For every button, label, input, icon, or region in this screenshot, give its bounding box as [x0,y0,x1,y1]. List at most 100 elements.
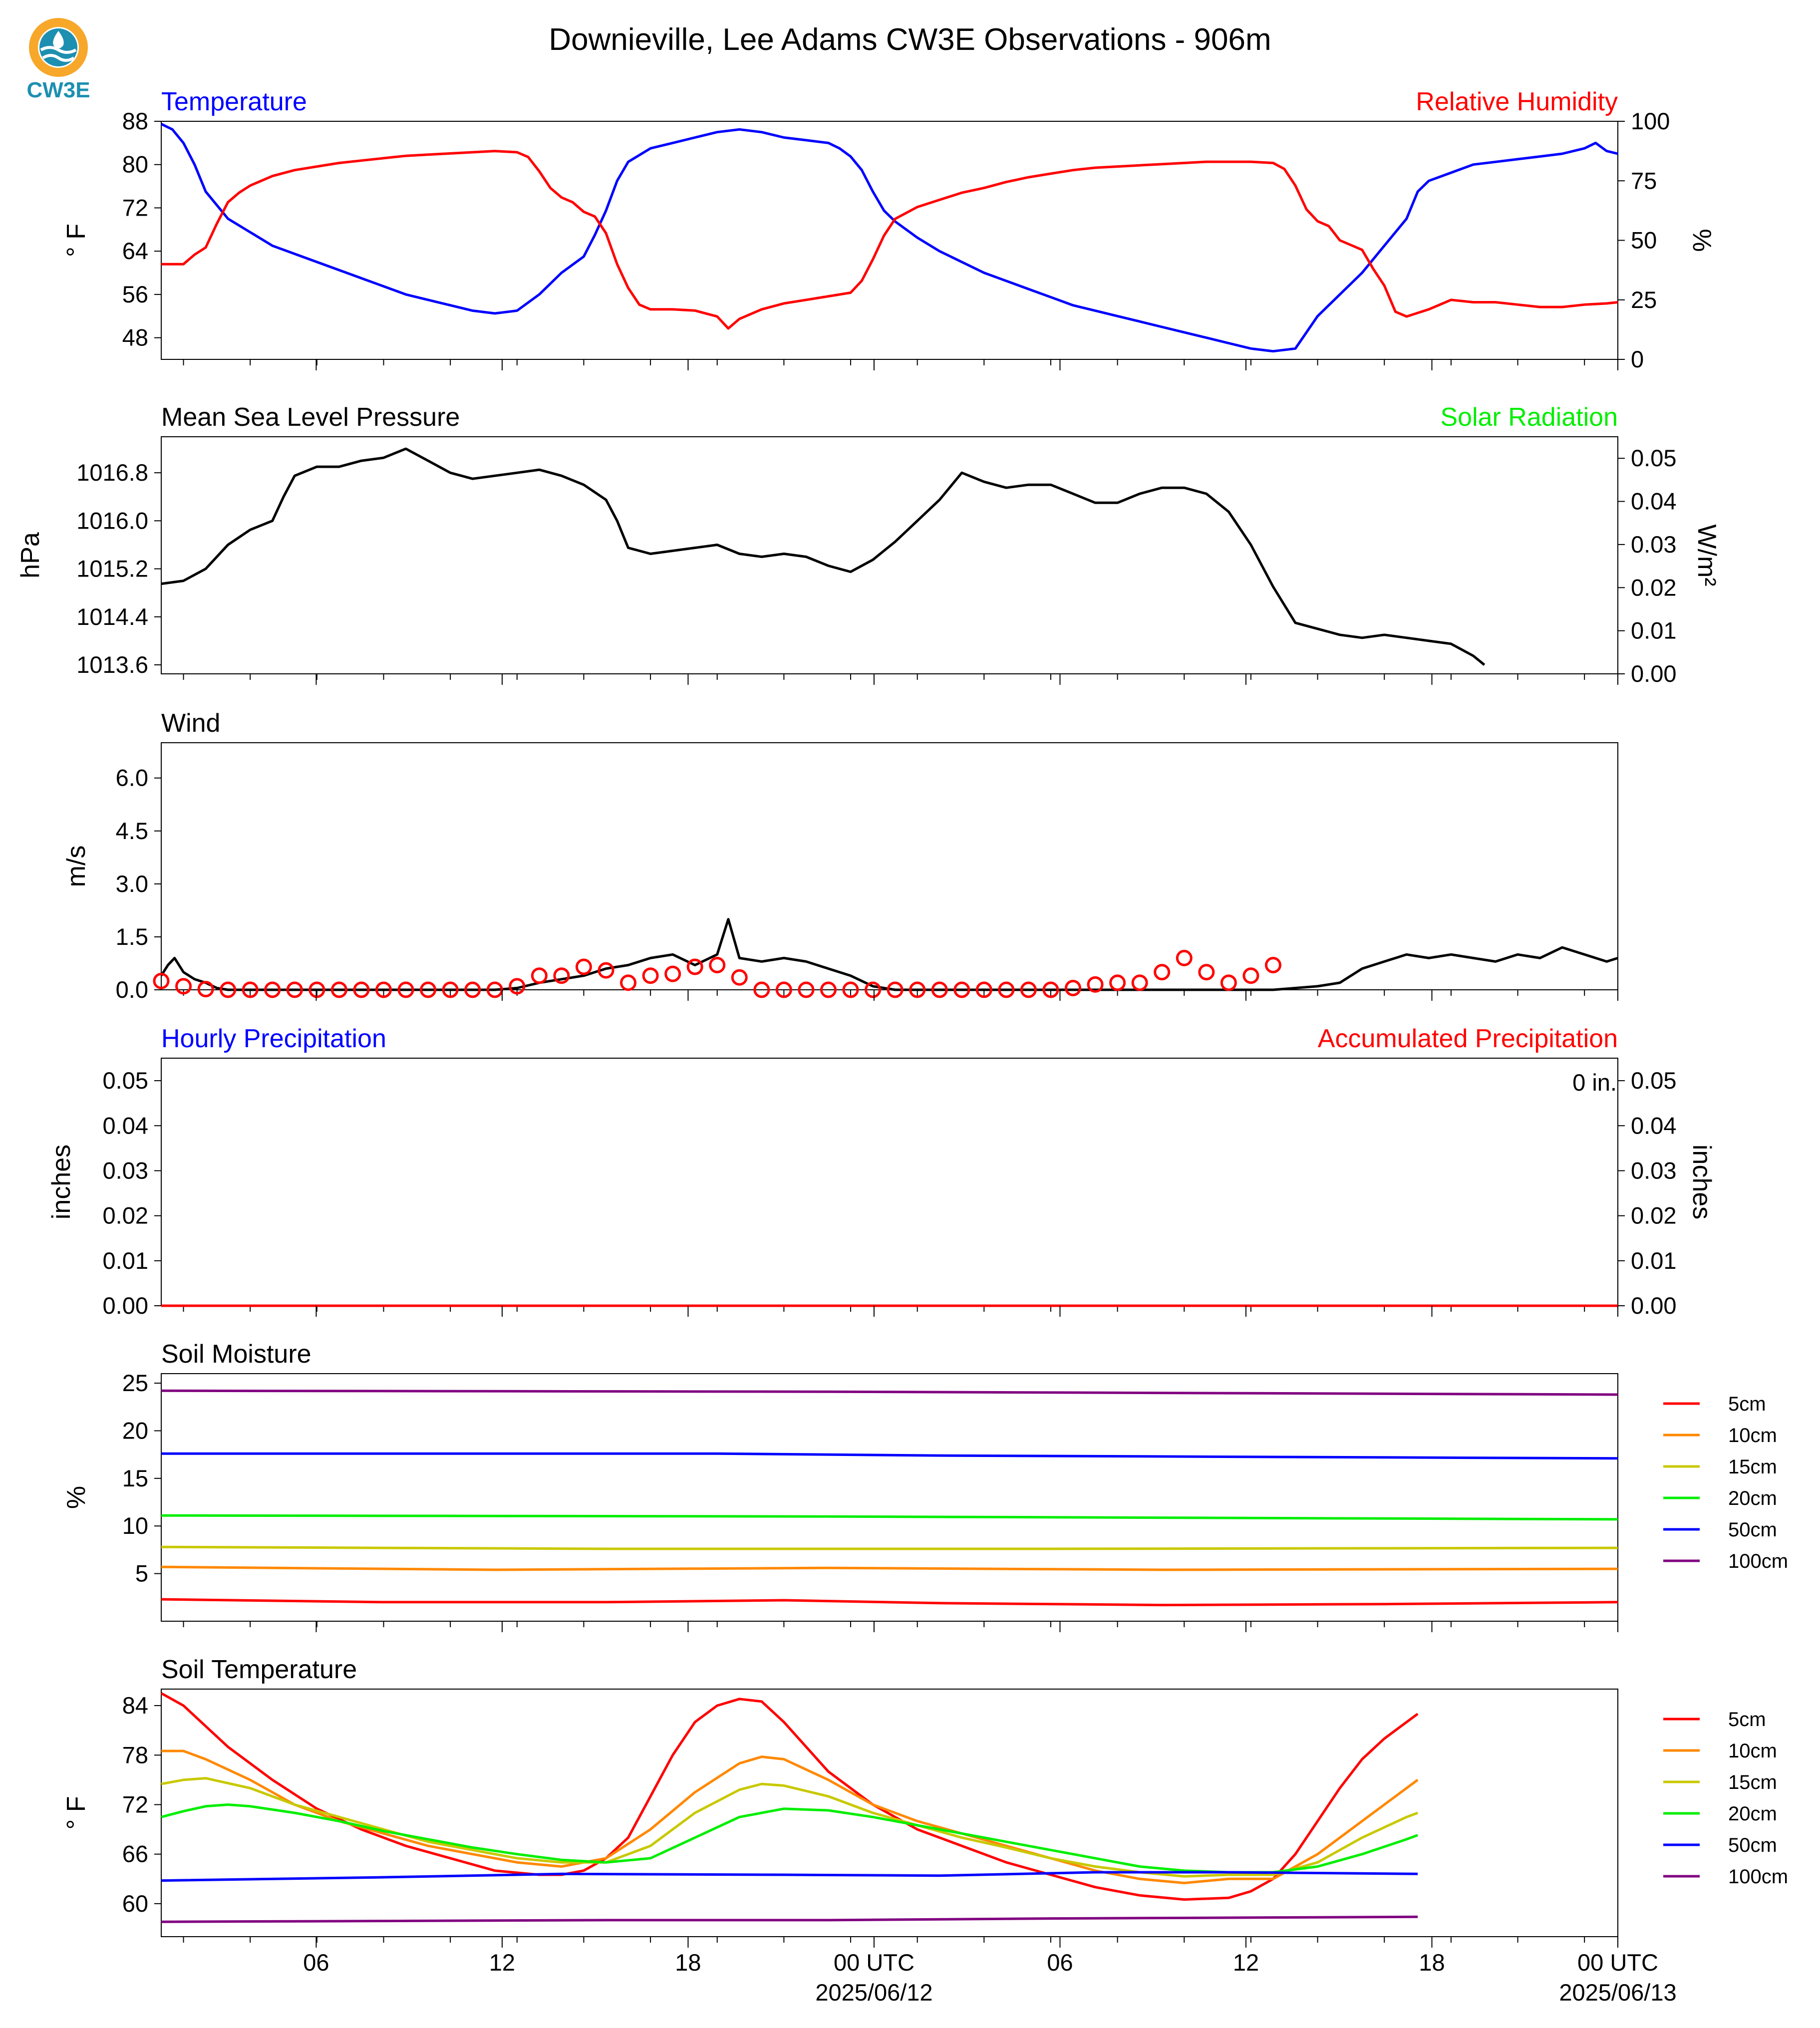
series-marker-hourly-mean-wind [664,965,681,982]
y-tick-label: 3.0 [116,870,148,897]
x-date-label: 2025/06/12 [815,1979,932,2006]
y-tick-label-right: 0.00 [1631,1292,1676,1319]
series-marker-hourly-mean-wind [775,981,792,998]
y-tick-label-right: 0.00 [1631,660,1676,687]
series-marker-hourly-mean-wind [709,957,726,973]
series-marker-hourly-mean-wind [1131,974,1148,991]
series-marker-hourly-mean-wind [1198,964,1215,981]
series-marker-hourly-mean-wind [865,981,882,998]
series-marker-hourly-mean-wind [642,967,659,984]
y-tick-label: 6.0 [116,765,148,791]
panel-wind: Wind 0.0 1.5 3.0 4.5 6.0 m/s [62,709,1618,1003]
series-marker-hourly-mean-wind [1087,976,1104,993]
series-marker-hourly-mean-wind [464,981,481,998]
series-line-100cm [161,1389,1618,1396]
y-tick-label: 72 [122,1791,148,1817]
series-marker-hourly-mean-wind [1109,974,1126,991]
series-marker-hourly-mean-wind [909,981,926,998]
series-marker-hourly-mean-wind [397,981,414,998]
legend-label: 10cm [1728,1740,1777,1762]
series-line-wind-speed [160,918,1618,991]
y-tick-label-right: 100 [1631,108,1670,134]
y-tick-label: 25 [122,1370,148,1396]
series-marker-hourly-mean-wind [242,981,259,998]
series-line-15cm [161,1777,1418,1878]
y-tick-label: 66 [122,1841,148,1867]
series-line-5cm [161,1598,1618,1607]
y-tick-label-right: 0.04 [1631,1112,1676,1139]
cw3e-logo: CW3E [26,18,90,102]
y-tick-label: 1015.2 [76,556,148,582]
x-tick-label: 06 [1047,1949,1073,1976]
series-marker-hourly-mean-wind [330,981,347,998]
series-marker-hourly-mean-wind [1154,964,1171,981]
y-axis-label: inches [47,1145,76,1219]
series-marker-hourly-mean-wind [442,981,459,998]
y-tick-label: 0.03 [103,1157,148,1183]
panel-precipitation: Hourly Precipitation Accumulated Precipit… [47,1024,1716,1319]
y-axis-label: m/s [62,846,91,887]
series-line-15cm [161,1545,1618,1550]
panel-title-left: Mean Sea Level Pressure [161,403,460,432]
series-marker-hourly-mean-wind [153,972,170,989]
y-axis-label-right: W/m² [1692,524,1721,586]
legend-label: 5cm [1728,1393,1766,1415]
y-tick-label-right: 0.04 [1631,488,1676,515]
series-line-50cm [161,1871,1418,1882]
plot-frame [161,1689,1618,1937]
y-tick-label: 0.01 [103,1247,148,1274]
y-tick-label-right: 50 [1631,227,1657,254]
y-tick-label: 56 [122,281,148,307]
series-marker-hourly-mean-wind [931,981,948,998]
y-tick-label-right: 0.01 [1631,617,1676,644]
series-marker-hourly-mean-wind [998,981,1015,998]
series-marker-hourly-mean-wind [308,981,325,998]
series-marker-hourly-mean-wind [1065,979,1082,996]
series-marker-hourly-mean-wind [353,981,370,998]
series-marker-hourly-mean-wind [197,981,214,998]
y-tick-label: 84 [122,1692,148,1719]
series-marker-hourly-mean-wind [575,958,592,975]
y-tick-label-right: 0.05 [1631,445,1676,471]
series-marker-hourly-mean-wind [1176,949,1193,966]
y-tick-label-right: 75 [1631,167,1657,194]
y-axis-label: ° F [62,224,91,257]
series-marker-hourly-mean-wind [820,981,837,998]
legend-label: 10cm [1728,1425,1777,1447]
series-marker-hourly-mean-wind [264,981,281,998]
y-tick-label: 60 [122,1890,148,1917]
panel-title-left: Soil Temperature [161,1655,357,1684]
panel-title-left: Wind [161,709,220,738]
series-marker-hourly-mean-wind [753,981,770,998]
series-marker-hourly-mean-wind [1020,981,1037,998]
y-tick-label: 10 [122,1512,148,1539]
series-marker-hourly-mean-wind [175,978,192,995]
series-marker-hourly-mean-wind [375,981,392,998]
series-marker-hourly-mean-wind [553,967,570,984]
series-line-100cm [161,1915,1418,1923]
series-marker-hourly-mean-wind [842,981,859,998]
y-tick-label: 1.5 [116,923,148,950]
panel-title-right: Relative Humidity [1416,87,1618,116]
legend-label: 15cm [1728,1456,1777,1478]
series-line-50cm [161,1452,1618,1460]
panel-title-left: Soil Moisture [161,1340,311,1369]
series-marker-hourly-mean-wind [1042,981,1059,998]
y-tick-label: 15 [122,1465,148,1491]
series-line-10cm [161,1565,1618,1571]
x-tick-label: 18 [1419,1949,1445,1976]
accumulated-total-label: 0 in. [1572,1069,1617,1096]
panel-title-right: Solar Radiation [1440,403,1618,432]
x-tick-label: 12 [1233,1949,1259,1976]
panels-group: Temperature Relative Humidity 48 56 64 72 80 88… [16,87,1788,2006]
legend-label: 20cm [1728,1803,1777,1825]
series-marker-hourly-mean-wind [531,967,548,984]
y-tick-label: 4.5 [116,818,148,844]
series-marker-hourly-mean-wind [598,962,614,979]
series-marker-hourly-mean-wind [686,958,703,975]
panel-temperature_rh: Temperature Relative Humidity 48 56 64 72 80 88… [62,87,1716,372]
logo-wave-2 [42,54,75,62]
y-tick-label: 64 [122,238,148,264]
y-tick-label-right: 0.02 [1631,1202,1676,1229]
